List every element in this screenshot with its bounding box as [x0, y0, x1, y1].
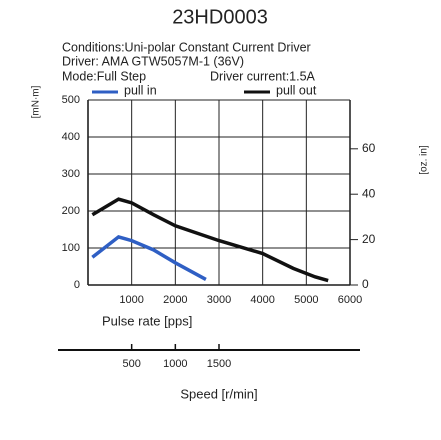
x-axis-label: Pulse rate [pps]	[102, 313, 192, 328]
y-tick-label: 400	[62, 131, 80, 143]
y2-tick-label: 60	[362, 141, 376, 155]
y-axis-label: [mN·m]	[31, 85, 42, 118]
x-tick-label: 2000	[163, 294, 187, 306]
x-tick-label: 4000	[250, 294, 274, 306]
y2-axis-label: [oz. in]	[419, 145, 430, 175]
legend-label: pull out	[276, 83, 317, 97]
y-tick-label: 200	[62, 205, 80, 217]
annotation: Driver current:1.5A	[210, 69, 316, 83]
y-tick-label: 100	[62, 242, 80, 254]
x-tick-label: 1000	[119, 294, 143, 306]
x-tick-label: 3000	[207, 294, 231, 306]
x2-tick-label: 1500	[207, 358, 231, 370]
x-tick-label: 6000	[338, 294, 362, 306]
data-line	[91, 197, 329, 283]
x2-axis-label: Speed [r/min]	[180, 386, 257, 401]
x2-tick-label: 1000	[163, 358, 187, 370]
y-tick-label: 500	[62, 94, 80, 106]
y2-tick-label: 20	[362, 232, 376, 246]
y-tick-label: 300	[62, 168, 80, 180]
annotation: Driver: AMA GTW5057M-1 (36V)	[62, 54, 244, 68]
y2-tick-label: 40	[362, 186, 376, 200]
y-tick-label: 0	[74, 279, 80, 291]
data-line	[91, 234, 207, 281]
annotation: Conditions:Uni-polar Constant Current Dr…	[62, 40, 311, 54]
y2-tick-label: 0	[362, 277, 369, 291]
x-tick-label: 5000	[294, 294, 318, 306]
annotation: Mode:Full Step	[62, 69, 146, 83]
legend-label: pull in	[124, 83, 157, 97]
chart-title: 23HD0003	[172, 6, 268, 28]
x2-tick-label: 500	[122, 358, 140, 370]
